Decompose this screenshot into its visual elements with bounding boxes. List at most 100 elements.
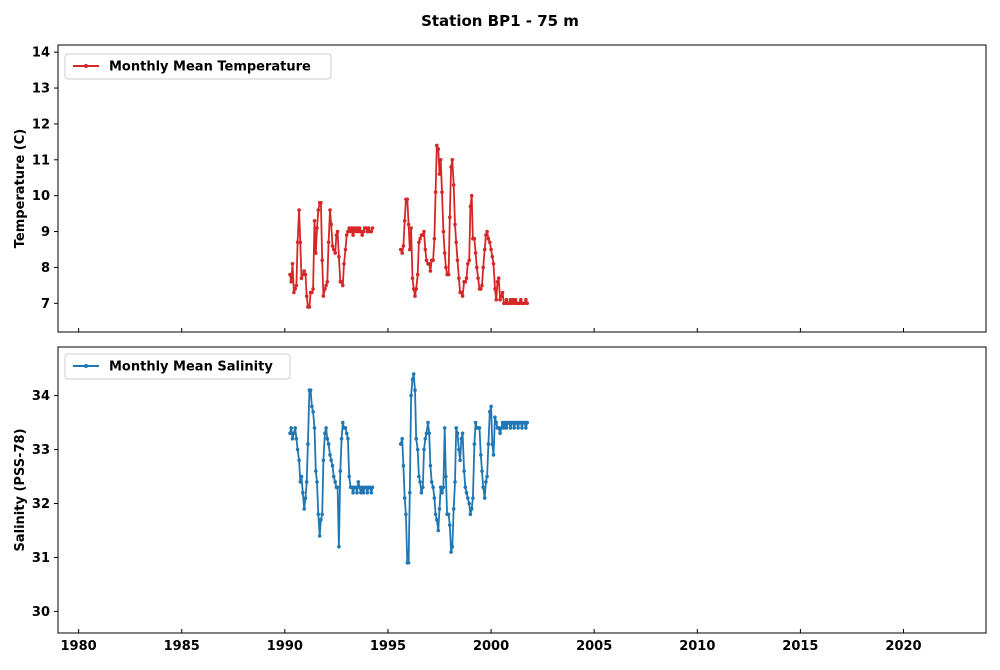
temperature-data-point xyxy=(316,208,321,212)
salinity-series xyxy=(288,372,529,565)
salinity-data-point xyxy=(306,442,310,446)
temperature-data-point xyxy=(482,247,487,252)
temperature-data-point xyxy=(422,229,426,234)
salinity-data-point xyxy=(421,485,425,490)
temperature-legend-frame xyxy=(64,53,332,80)
salinity-data-point xyxy=(437,507,442,511)
temperature-data-point xyxy=(366,226,371,230)
salinity-data-point xyxy=(464,490,469,495)
salinity-data-point xyxy=(369,490,374,495)
salinity-data-point xyxy=(320,512,325,517)
salinity-y-ticks: 30 31 32 33 34 xyxy=(32,389,58,620)
salinity-data-point xyxy=(302,507,307,511)
temperature-data-point xyxy=(351,233,355,237)
temperature-data-point xyxy=(344,233,349,237)
temperature-data-point xyxy=(435,143,439,148)
salinity-data-point xyxy=(341,420,345,425)
salinity-data-point xyxy=(480,469,484,473)
salinity-data-point xyxy=(438,485,443,490)
salinity-data-point xyxy=(453,480,457,484)
temperature-y-tick-label: 13 xyxy=(32,82,50,97)
x-tick-label: 2020 xyxy=(885,639,921,654)
temperature-data-point xyxy=(288,272,292,277)
temperature-data-point xyxy=(480,283,484,288)
salinity-data-point xyxy=(343,426,348,430)
salinity-data-point xyxy=(346,436,350,441)
temperature-data-point xyxy=(298,240,303,245)
temperature-data-point xyxy=(438,158,443,162)
chart-title: Station BP1 - 75 m xyxy=(421,12,579,30)
temperature-legend-label: Monthly Mean Temperature xyxy=(109,60,311,75)
temperature-data-point xyxy=(522,301,527,306)
temperature-y-tick-label: 10 xyxy=(32,189,50,204)
salinity-data-point xyxy=(449,550,453,554)
temperature-data-point xyxy=(414,287,419,291)
salinity-data-point xyxy=(398,442,403,446)
salinity-data-point xyxy=(477,426,482,430)
temperature-data-point xyxy=(331,247,336,252)
temperature-data-point xyxy=(326,240,331,245)
temperature-data-point xyxy=(436,147,441,151)
salinity-data-point xyxy=(522,420,527,425)
temperature-data-point xyxy=(413,294,417,298)
temperature-data-point xyxy=(292,290,296,295)
salinity-data-point xyxy=(325,436,330,441)
temperature-data-point xyxy=(444,265,448,270)
temperature-data-point xyxy=(365,229,370,234)
temperature-data-point xyxy=(509,301,514,306)
x-tick-label: 1985 xyxy=(164,639,200,654)
temperature-data-point xyxy=(448,215,452,219)
temperature-data-point xyxy=(357,226,362,230)
temperature-data-point xyxy=(297,208,301,212)
salinity-data-point xyxy=(408,490,412,495)
salinity-data-point xyxy=(317,534,322,538)
salinity-data-point xyxy=(512,426,516,430)
salinity-data-point xyxy=(444,474,448,479)
temperature-data-point xyxy=(472,236,477,241)
temperature-data-point xyxy=(468,204,473,209)
temperature-data-point xyxy=(319,201,323,205)
salinity-data-point xyxy=(432,496,437,500)
temperature-y-ticks: 7 8 9 10 11 12 13 14 xyxy=(32,46,58,312)
salinity-data-point xyxy=(428,463,433,468)
salinity-data-point xyxy=(333,480,338,484)
temperature-series xyxy=(288,143,529,309)
temperature-data-point xyxy=(424,258,429,263)
temperature-legend-marker xyxy=(84,64,88,68)
temperature-data-point xyxy=(409,226,413,230)
salinity-data-point xyxy=(308,388,313,393)
temperature-data-point xyxy=(360,233,365,237)
temperature-data-point xyxy=(446,272,451,277)
temperature-data-point xyxy=(512,301,516,306)
temperature-data-point xyxy=(415,272,420,277)
temperature-data-point xyxy=(437,172,442,176)
salinity-plot-area xyxy=(57,346,987,634)
temperature-y-axis-label: Temperature (C) xyxy=(13,129,28,248)
salinity-data-point xyxy=(469,507,474,511)
x-tick-label: 2015 xyxy=(782,639,818,654)
salinity-data-point xyxy=(339,436,344,441)
temperature-data-point xyxy=(469,193,474,198)
temperature-data-point xyxy=(440,190,444,194)
temperature-data-point xyxy=(432,236,437,241)
salinity-data-point xyxy=(329,458,334,463)
salinity-data-point xyxy=(404,512,408,517)
salinity-data-point xyxy=(511,420,515,425)
temperature-data-point xyxy=(511,297,515,302)
temperature-data-point xyxy=(289,280,294,284)
temperature-data-point xyxy=(303,272,308,277)
x-tick-label: 2000 xyxy=(473,639,509,654)
x-tick-label: 2005 xyxy=(576,639,612,654)
salinity-data-point xyxy=(473,420,478,425)
salinity-data-point xyxy=(485,474,489,479)
temperature-data-point xyxy=(352,226,357,230)
temperature-data-point xyxy=(451,183,456,187)
salinity-y-tick-label: 34 xyxy=(32,389,50,404)
salinity-data-point xyxy=(440,490,444,495)
temperature-data-point xyxy=(421,233,425,237)
salinity-data-point xyxy=(301,490,305,495)
salinity-data-point xyxy=(435,517,439,522)
salinity-data-point xyxy=(524,426,528,430)
salinity-data-point xyxy=(335,485,340,490)
temperature-data-point xyxy=(342,262,346,266)
